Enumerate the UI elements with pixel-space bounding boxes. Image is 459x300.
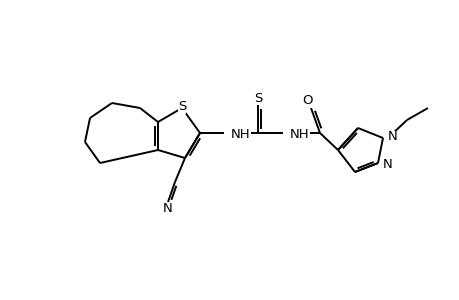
Text: N: N	[382, 158, 392, 172]
Text: NH: NH	[230, 128, 250, 140]
Text: O: O	[302, 94, 313, 107]
Text: S: S	[253, 92, 262, 104]
Text: NH: NH	[289, 128, 309, 140]
Text: S: S	[178, 100, 186, 113]
Text: N: N	[163, 202, 173, 215]
Text: N: N	[387, 130, 397, 143]
